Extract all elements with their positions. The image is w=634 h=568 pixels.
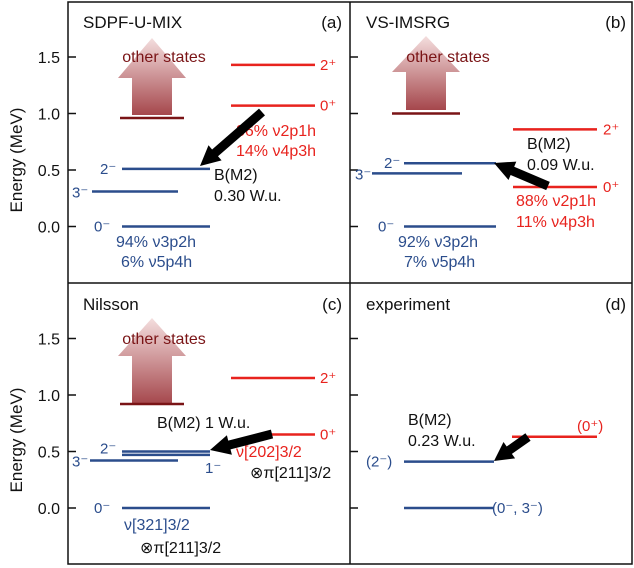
- panel-b-composition-neg-1: 92% ν3p2h: [398, 234, 478, 251]
- panel-c: Nilsson (c) other states 2⁺ 0⁺ ν[202]3/2…: [72, 295, 342, 557]
- panel-b-tag: (b): [605, 13, 626, 32]
- panel-a-other-states-arrow-icon: [118, 38, 186, 115]
- panel-d: experiment (d) (0⁺) (2⁻) (0⁻, 3⁻) B(M2) …: [366, 295, 626, 517]
- panel-b-bm2-value: 0.09 W.u.: [527, 157, 595, 174]
- y-tick-label: 1.5: [38, 50, 60, 67]
- panel-c-label-1minus: 1⁻: [205, 460, 221, 477]
- panel-c-transition-arrow-icon: [210, 429, 274, 455]
- transition-arrow-shape: [210, 429, 274, 455]
- panel-c-label-2minus: 2⁻: [100, 441, 116, 458]
- panel-b-label-2minus: 2⁻: [384, 155, 400, 172]
- y-tick-label: 0.0: [38, 501, 60, 518]
- panel-d-title: experiment: [366, 295, 450, 314]
- panel-d-transition-arrow-icon: [494, 433, 531, 461]
- panel-b-title: VS-IMSRG: [366, 13, 450, 32]
- y-tick-label: 0.5: [38, 163, 60, 180]
- panel-c-other-states-arrow-icon: [118, 318, 186, 404]
- panel-a-label-2minus: 2⁻: [100, 161, 116, 178]
- y-ticks: 0.0 0.5 1.0 1.5 0.0 0.5 1.0 1.5: [38, 50, 358, 518]
- panel-c-other-states-label: other states: [122, 331, 206, 348]
- panel-d-bm2-title: B(M2): [408, 412, 452, 429]
- panel-c-label-0plus: 0⁺: [320, 427, 336, 444]
- y-axis-label-bottom: Energy (MeV): [7, 388, 26, 493]
- panel-b-composition-pos-2: 11% ν4p3h: [516, 214, 595, 231]
- panel-b-other-states-arrow-icon: [392, 36, 460, 110]
- panel-b-label-0minus: 0⁻: [378, 219, 394, 236]
- panel-c-composition-neg-2: ⊗π[211]3/2: [140, 540, 221, 557]
- y-tick-label: 0.5: [38, 445, 60, 462]
- y-tick-label: 0.0: [38, 220, 60, 237]
- panel-c-composition-pos-2: ⊗π[211]3/2: [250, 465, 331, 482]
- transition-arrow-shape: [200, 108, 265, 166]
- panel-b-composition-neg-2: 7% ν5p4h: [404, 254, 475, 271]
- panel-a-bm2-value: 0.30 W.u.: [214, 188, 282, 205]
- panel-c-label-2plus: 2⁺: [320, 370, 336, 387]
- panel-a-title: SDPF-U-MIX: [83, 13, 182, 32]
- panel-a-composition-neg-1: 94% ν3p2h: [116, 234, 196, 251]
- panel-a-composition-pos-2: 14% ν4p3h: [236, 143, 316, 160]
- panel-a-label-0minus: 0⁻: [94, 219, 110, 236]
- y-tick-label: 1.0: [38, 388, 60, 405]
- transition-arrow-shape: [494, 161, 550, 191]
- panel-c-composition-pos-1: ν[202]3/2: [236, 444, 302, 461]
- panel-a: SDPF-U-MIX (a) other states 2⁺ 0⁺ 86% ν2…: [72, 13, 342, 271]
- panel-a-composition-pos-1: 86% ν2p1h: [236, 123, 316, 140]
- panel-a-other-states-label: other states: [122, 49, 206, 66]
- panel-c-composition-neg-1: ν[321]3/2: [124, 517, 190, 534]
- panel-d-bm2-value: 0.23 W.u.: [408, 433, 476, 450]
- y-tick-label: 1.5: [38, 332, 60, 349]
- panel-c-tag: (c): [322, 295, 342, 314]
- panel-a-label-3minus: 3⁻: [72, 184, 88, 201]
- panel-c-label-0minus: 0⁻: [94, 500, 110, 517]
- panel-c-label-3minus: 3⁻: [72, 454, 88, 471]
- panel-c-title: Nilsson: [83, 295, 139, 314]
- panel-a-transition-arrow-icon: [200, 108, 265, 166]
- panel-a-composition-neg-2: 6% ν5p4h: [121, 254, 192, 271]
- panel-a-tag: (a): [321, 13, 342, 32]
- panel-b: VS-IMSRG (b) other states 2⁺ 0⁺ 88% ν2p1…: [355, 13, 626, 271]
- panel-b-label-2plus: 2⁺: [603, 121, 619, 138]
- panel-d-label-0minus: (0⁻, 3⁻): [492, 500, 543, 517]
- panel-a-bm2-title: B(M2): [214, 167, 258, 184]
- panel-c-bm2-label: B(M2) 1 W.u.: [157, 415, 250, 432]
- y-axis-label-top: Energy (MeV): [7, 108, 26, 213]
- panel-a-label-2plus: 2⁺: [320, 57, 336, 74]
- panel-b-transition-arrow-icon: [494, 161, 550, 191]
- y-tick-label: 1.0: [38, 107, 60, 124]
- panel-b-label-3minus: 3⁻: [355, 166, 371, 183]
- panel-b-composition-pos-1: 88% ν2p1h: [516, 193, 596, 210]
- panel-b-other-states-label: other states: [406, 49, 490, 66]
- panel-d-tag: (d): [605, 295, 626, 314]
- panel-d-label-0plus: (0⁺): [577, 418, 603, 435]
- panel-a-label-0plus: 0⁺: [320, 98, 336, 115]
- panel-b-bm2-title: B(M2): [527, 136, 571, 153]
- panel-b-label-0plus: 0⁺: [603, 179, 619, 196]
- panel-d-label-2minus: (2⁻): [366, 454, 392, 471]
- transition-arrow-shape: [494, 433, 531, 461]
